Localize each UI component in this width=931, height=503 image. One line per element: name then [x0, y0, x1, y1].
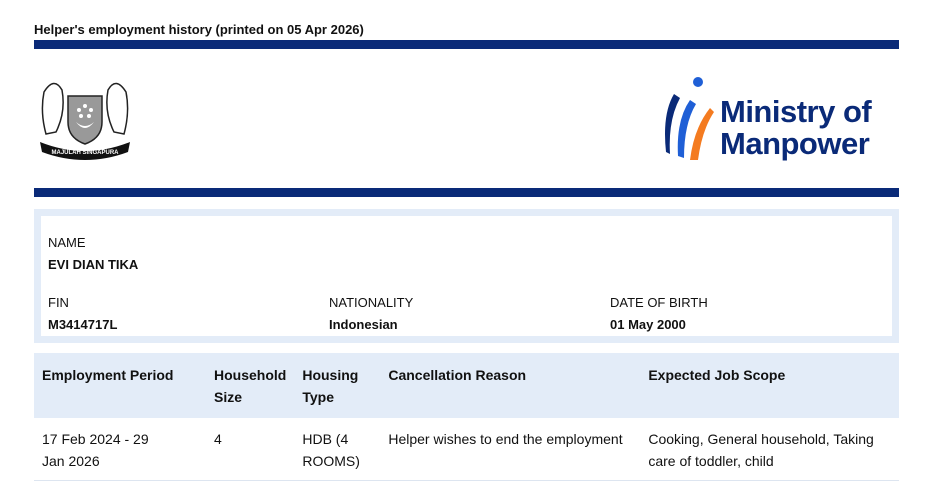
singapore-crest-logo: MAJULAH SINGAPURA: [40, 82, 130, 160]
housing-type-cell: HDB (4 ROOMS): [294, 418, 381, 481]
dob-label: DATE OF BIRTH: [610, 295, 708, 310]
ministry-of-manpower-logo: Ministry of Manpower: [660, 74, 880, 164]
top-divider: [34, 40, 899, 49]
ministry-name-line2: Manpower: [720, 126, 870, 161]
fin-label: FIN: [48, 295, 69, 310]
household-size-cell: 4: [206, 418, 295, 481]
table-header-row: Employment Period Household Size Housing…: [34, 353, 899, 418]
header-cancellation-reason: Cancellation Reason: [380, 353, 641, 418]
header-housing-type: Housing Type: [294, 353, 381, 418]
helper-details-panel: NAME EVI DIAN TIKA FIN M3414717L NATIONA…: [34, 209, 899, 343]
svg-text:MAJULAH SINGAPURA: MAJULAH SINGAPURA: [51, 150, 119, 156]
job-scope-cell: Cooking, General household, Taking care …: [640, 418, 899, 481]
table-row: 17 Feb 2024 - 29 Jan 2026 4 HDB (4 ROOMS…: [34, 418, 899, 481]
page-title: Helper's employment history (printed on …: [34, 22, 364, 37]
header-employment-period: Employment Period: [34, 353, 206, 418]
mom-logo-mark-icon: [665, 77, 714, 160]
employment-period-cell: 17 Feb 2024 - 29 Jan 2026: [34, 418, 206, 481]
dob-value: 01 May 2000: [610, 317, 686, 332]
nationality-value: Indonesian: [329, 317, 398, 332]
name-value: EVI DIAN TIKA: [48, 257, 139, 272]
ministry-name-line1: Ministry of: [720, 94, 872, 129]
employment-history-table: Employment Period Household Size Housing…: [34, 353, 899, 481]
header-divider: [34, 188, 899, 197]
name-label: NAME: [48, 235, 86, 250]
header-household-size: Household Size: [206, 353, 295, 418]
header-job-scope: Expected Job Scope: [640, 353, 899, 418]
cancellation-reason-cell: Helper wishes to end the employment: [380, 418, 641, 481]
nationality-label: NATIONALITY: [329, 295, 414, 310]
fin-value: M3414717L: [48, 317, 118, 332]
